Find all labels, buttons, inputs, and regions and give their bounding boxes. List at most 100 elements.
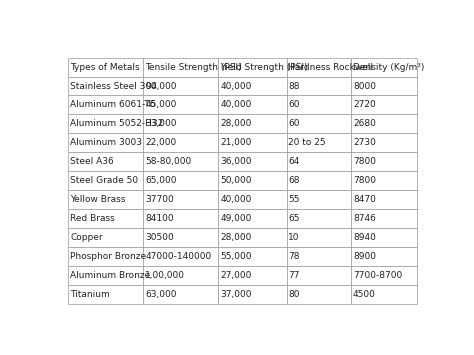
Text: 50,000: 50,000 (220, 176, 252, 185)
Bar (144, 171, 219, 190)
Text: 22,000: 22,000 (146, 138, 176, 147)
Bar (219, 190, 287, 209)
Text: 8940: 8940 (353, 233, 376, 242)
Text: 77: 77 (288, 271, 300, 280)
Bar (144, 95, 219, 114)
Bar (351, 266, 418, 285)
Text: 4500: 4500 (353, 290, 376, 299)
Text: Types of Metals: Types of Metals (70, 62, 140, 72)
Bar (68, 77, 144, 95)
Text: 2720: 2720 (353, 100, 376, 109)
Text: 7700-8700: 7700-8700 (353, 271, 402, 280)
Text: 88: 88 (288, 82, 300, 91)
Text: Aluminum 6061-T6: Aluminum 6061-T6 (70, 100, 156, 109)
Text: Aluminum Bronze: Aluminum Bronze (70, 271, 151, 280)
Bar (68, 285, 144, 304)
Bar (351, 152, 418, 171)
Text: Density (Kg/m³): Density (Kg/m³) (353, 62, 424, 72)
Bar (219, 209, 287, 228)
Bar (144, 266, 219, 285)
Text: 40,000: 40,000 (220, 82, 252, 91)
Text: Titanium: Titanium (70, 290, 110, 299)
Text: Steel A36: Steel A36 (70, 157, 114, 166)
Bar (287, 209, 351, 228)
Text: Aluminum 5052-H32: Aluminum 5052-H32 (70, 119, 164, 129)
Text: 37,000: 37,000 (220, 290, 252, 299)
Bar (219, 171, 287, 190)
Bar (287, 114, 351, 133)
Bar (219, 247, 287, 266)
Text: 63,000: 63,000 (146, 290, 177, 299)
Bar (351, 209, 418, 228)
Text: 40,000: 40,000 (220, 100, 252, 109)
Bar (144, 285, 219, 304)
Bar (219, 152, 287, 171)
Text: 28,000: 28,000 (220, 233, 252, 242)
Bar (351, 114, 418, 133)
Bar (219, 285, 287, 304)
Bar (68, 152, 144, 171)
Bar (351, 95, 418, 114)
Bar (68, 190, 144, 209)
Text: 47000-140000: 47000-140000 (146, 252, 211, 261)
Text: 7800: 7800 (353, 176, 376, 185)
Bar (287, 266, 351, 285)
Bar (144, 77, 219, 95)
Text: Stainless Steel 304: Stainless Steel 304 (70, 82, 157, 91)
Bar (144, 152, 219, 171)
Text: 2730: 2730 (353, 138, 376, 147)
Text: 30500: 30500 (146, 233, 174, 242)
Bar (351, 190, 418, 209)
Bar (287, 247, 351, 266)
Text: 58-80,000: 58-80,000 (146, 157, 191, 166)
Text: Aluminum 3003: Aluminum 3003 (70, 138, 142, 147)
Bar (144, 114, 219, 133)
Text: Red Brass: Red Brass (70, 214, 115, 223)
Bar (287, 190, 351, 209)
Text: 65,000: 65,000 (146, 176, 177, 185)
Text: Hardness Rockwell: Hardness Rockwell (288, 62, 374, 72)
Bar (287, 228, 351, 247)
Text: 2680: 2680 (353, 119, 376, 129)
Text: Yellow Brass: Yellow Brass (70, 195, 126, 204)
Text: 8900: 8900 (353, 252, 376, 261)
Text: 40,000: 40,000 (220, 195, 252, 204)
Text: 60: 60 (288, 100, 300, 109)
Bar (144, 247, 219, 266)
Bar (144, 228, 219, 247)
Text: 20 to 25: 20 to 25 (288, 138, 326, 147)
Bar (351, 77, 418, 95)
Bar (219, 266, 287, 285)
Text: 8746: 8746 (353, 214, 376, 223)
Bar (144, 58, 219, 77)
Bar (68, 58, 144, 77)
Text: 49,000: 49,000 (220, 214, 252, 223)
Bar (219, 133, 287, 152)
Text: 55: 55 (288, 195, 300, 204)
Bar (68, 247, 144, 266)
Bar (219, 58, 287, 77)
Bar (219, 77, 287, 95)
Text: 65: 65 (288, 214, 300, 223)
Text: 8000: 8000 (353, 82, 376, 91)
Bar (219, 228, 287, 247)
Text: 1,00,000: 1,00,000 (146, 271, 185, 280)
Bar (68, 209, 144, 228)
Text: 33,000: 33,000 (146, 119, 177, 129)
Bar (144, 209, 219, 228)
Text: 60: 60 (288, 119, 300, 129)
Bar (287, 58, 351, 77)
Bar (68, 228, 144, 247)
Text: Phosphor Bronze: Phosphor Bronze (70, 252, 146, 261)
Bar (68, 266, 144, 285)
Bar (351, 285, 418, 304)
Text: 64: 64 (288, 157, 300, 166)
Bar (144, 133, 219, 152)
Text: 78: 78 (288, 252, 300, 261)
Bar (287, 171, 351, 190)
Bar (287, 133, 351, 152)
Bar (351, 171, 418, 190)
Text: 21,000: 21,000 (220, 138, 252, 147)
Bar (351, 228, 418, 247)
Text: 90,000: 90,000 (146, 82, 177, 91)
